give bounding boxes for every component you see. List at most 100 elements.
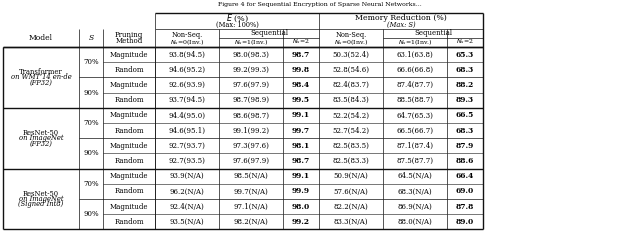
Text: Figure 4 for Sequential Encryption of Sparse Neural Networks...: Figure 4 for Sequential Encryption of Sp… (218, 2, 422, 7)
Text: 68.3: 68.3 (456, 66, 474, 74)
Text: 64.7(65.3): 64.7(65.3) (397, 111, 433, 120)
Text: 87.5(87.7): 87.5(87.7) (397, 157, 433, 165)
Text: (Signed Int8): (Signed Int8) (19, 200, 63, 209)
Text: 93.8(94.5): 93.8(94.5) (168, 51, 205, 59)
Text: S: S (88, 34, 93, 42)
Text: 98.0(98.3): 98.0(98.3) (232, 51, 269, 59)
Text: 94.6(95.1): 94.6(95.1) (168, 127, 205, 135)
Text: 50.9(N/A): 50.9(N/A) (333, 172, 369, 180)
Text: Magnitude: Magnitude (109, 111, 148, 120)
Text: 99.7(N/A): 99.7(N/A) (234, 187, 268, 195)
Text: 69.0: 69.0 (456, 187, 474, 195)
Text: 82.5(83.5): 82.5(83.5) (333, 142, 369, 150)
Text: 99.7: 99.7 (292, 127, 310, 135)
Text: 70%: 70% (83, 119, 99, 127)
Text: 68.3: 68.3 (456, 127, 474, 135)
Text: 66.4: 66.4 (456, 172, 474, 180)
Text: on ImageNet: on ImageNet (19, 134, 63, 142)
Text: 83.5(84.3): 83.5(84.3) (333, 96, 369, 104)
Text: Random: Random (114, 218, 144, 226)
Text: 94.4(95.0): 94.4(95.0) (168, 111, 205, 120)
Text: 68.3(N/A): 68.3(N/A) (397, 187, 432, 195)
Text: Memory Reduction (%): Memory Reduction (%) (355, 14, 447, 23)
Text: 98.1: 98.1 (292, 142, 310, 150)
Text: 90%: 90% (83, 89, 99, 97)
Text: Pruning: Pruning (115, 31, 143, 39)
Text: 99.2(99.3): 99.2(99.3) (232, 66, 269, 74)
Text: 50.3(52.4): 50.3(52.4) (333, 51, 369, 59)
Text: Magnitude: Magnitude (109, 51, 148, 59)
Text: Magnitude: Magnitude (109, 142, 148, 150)
Text: 92.7(93.5): 92.7(93.5) (168, 157, 205, 165)
Text: 82.4(83.7): 82.4(83.7) (333, 81, 369, 89)
Text: Random: Random (114, 66, 144, 74)
Text: Random: Random (114, 187, 144, 195)
Text: Random: Random (114, 157, 144, 165)
Text: 65.3: 65.3 (456, 51, 474, 59)
Text: 70%: 70% (83, 58, 99, 66)
Text: 52.7(54.2): 52.7(54.2) (333, 127, 369, 135)
Text: 82.2(N/A): 82.2(N/A) (333, 203, 369, 211)
Text: 98.7: 98.7 (292, 157, 310, 165)
Text: 90%: 90% (83, 210, 99, 218)
Text: 88.6: 88.6 (456, 157, 474, 165)
Text: Random: Random (114, 96, 144, 104)
Text: Non-Seq.: Non-Seq. (172, 31, 203, 39)
Text: on WMT’14 en-de: on WMT’14 en-de (11, 73, 72, 81)
Text: 96.2(N/A): 96.2(N/A) (170, 187, 204, 195)
Text: 64.5(N/A): 64.5(N/A) (397, 172, 433, 180)
Text: 93.7(94.5): 93.7(94.5) (168, 96, 205, 104)
Text: 70%: 70% (83, 180, 99, 188)
Text: 52.8(54.6): 52.8(54.6) (333, 66, 369, 74)
Text: 52.2(54.2): 52.2(54.2) (333, 111, 369, 120)
Text: 98.5(N/A): 98.5(N/A) (234, 172, 268, 180)
Text: 94.6(95.2): 94.6(95.2) (168, 66, 205, 74)
Text: 99.1(99.2): 99.1(99.2) (232, 127, 269, 135)
Text: 66.5(66.7): 66.5(66.7) (397, 127, 433, 135)
Text: Non-Seq.: Non-Seq. (335, 31, 367, 39)
Text: 57.6(N/A): 57.6(N/A) (333, 187, 369, 195)
Text: 98.7: 98.7 (292, 51, 310, 59)
Text: Sequential: Sequential (250, 29, 288, 37)
Text: 99.1: 99.1 (292, 111, 310, 120)
Text: Transformer: Transformer (19, 68, 63, 76)
Text: $N_s$=2: $N_s$=2 (456, 37, 474, 47)
Text: (Max: ​S): (Max: ​S) (387, 20, 415, 29)
Text: 82.5(83.3): 82.5(83.3) (333, 157, 369, 165)
Text: 87.4(87.7): 87.4(87.7) (397, 81, 433, 89)
Text: 99.5: 99.5 (292, 96, 310, 104)
Text: 97.6(97.9): 97.6(97.9) (232, 81, 269, 89)
Text: ResNet-50: ResNet-50 (23, 129, 59, 137)
Text: 97.1(N/A): 97.1(N/A) (234, 203, 268, 211)
Text: $N_s$=0(Inv.): $N_s$=0(Inv.) (333, 37, 369, 47)
Text: Model: Model (29, 34, 53, 42)
Text: 92.6(93.9): 92.6(93.9) (168, 81, 205, 89)
Text: Sequential: Sequential (414, 29, 452, 37)
Text: 97.3(97.6): 97.3(97.6) (232, 142, 269, 150)
Text: Magnitude: Magnitude (109, 172, 148, 180)
Text: 99.9: 99.9 (292, 187, 310, 195)
Text: 99.1: 99.1 (292, 172, 310, 180)
Text: 98.2(N/A): 98.2(N/A) (234, 218, 268, 226)
Text: 88.2: 88.2 (456, 81, 474, 89)
Text: 87.8: 87.8 (456, 203, 474, 211)
Text: Random: Random (114, 127, 144, 135)
Text: $E$ (%): $E$ (%) (225, 13, 248, 24)
Text: 88.5(88.7): 88.5(88.7) (397, 96, 433, 104)
Text: 89.3: 89.3 (456, 96, 474, 104)
Text: (Max: 100%): (Max: 100%) (216, 20, 259, 29)
Text: Magnitude: Magnitude (109, 203, 148, 211)
Text: 98.7(98.9): 98.7(98.9) (232, 96, 269, 104)
Text: 66.5: 66.5 (456, 111, 474, 120)
Text: 87.9: 87.9 (456, 142, 474, 150)
Text: (FP32): (FP32) (29, 140, 52, 148)
Text: 92.7(93.7): 92.7(93.7) (168, 142, 205, 150)
Text: $N_s$=0(Inv.): $N_s$=0(Inv.) (170, 37, 204, 47)
Text: $N_s$=1(Inv.): $N_s$=1(Inv.) (234, 37, 268, 47)
Text: (FP32): (FP32) (29, 79, 52, 87)
Text: Method: Method (115, 37, 143, 45)
Text: 88.0(N/A): 88.0(N/A) (397, 218, 433, 226)
Text: 83.3(N/A): 83.3(N/A) (333, 218, 368, 226)
Text: 87.1(87.4): 87.1(87.4) (397, 142, 433, 150)
Text: 98.6(98.7): 98.6(98.7) (232, 111, 269, 120)
